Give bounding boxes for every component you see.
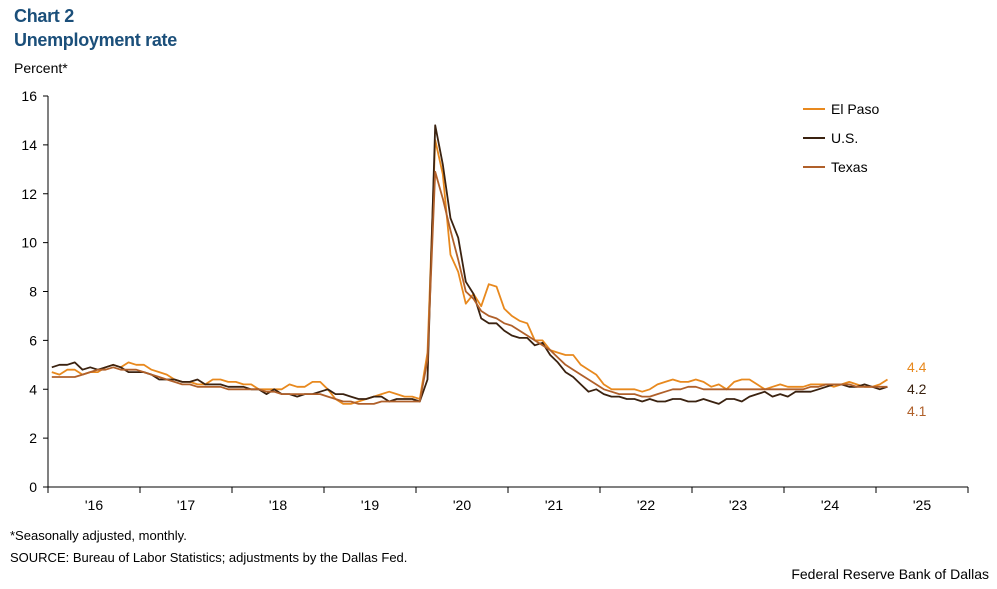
x-tick-label: '25 — [913, 497, 931, 513]
y-tick-label: 8 — [29, 284, 37, 300]
y-axis-label: Percent* — [14, 60, 68, 76]
x-tick-label: '17 — [177, 497, 195, 513]
title-block: Chart 2 Unemployment rate — [14, 4, 177, 52]
chart-title: Unemployment rate — [14, 30, 177, 50]
x-tick-label: '23 — [729, 497, 747, 513]
footnote: *Seasonally adjusted, monthly. — [10, 528, 187, 543]
y-tick-label: 0 — [29, 479, 37, 495]
end-value-label: 4.2 — [907, 381, 927, 397]
x-tick-label: '24 — [821, 497, 839, 513]
x-tick-label: '22 — [637, 497, 655, 513]
legend-label: Texas — [831, 159, 868, 175]
end-value-label: 4.1 — [907, 403, 927, 419]
y-tick-label: 10 — [21, 235, 37, 251]
legend-label: U.S. — [831, 130, 858, 146]
x-tick-label: '20 — [453, 497, 471, 513]
x-tick-label: '18 — [269, 497, 287, 513]
chart-number: Chart 2 — [14, 6, 74, 26]
y-tick-label: 2 — [29, 430, 37, 446]
x-tick-label: '16 — [85, 497, 103, 513]
y-tick-label: 12 — [21, 186, 37, 202]
source-note: SOURCE: Bureau of Labor Statistics; adju… — [10, 550, 408, 565]
y-tick-label: 6 — [29, 332, 37, 348]
y-tick-label: 4 — [29, 381, 37, 397]
y-tick-label: 16 — [21, 88, 37, 104]
series-line-u-s — [51, 124, 888, 405]
end-value-label: 4.4 — [907, 359, 927, 375]
x-tick-label: '19 — [361, 497, 379, 513]
series-line-texas — [51, 170, 888, 405]
x-tick-label: '21 — [545, 497, 563, 513]
credit-line: Federal Reserve Bank of Dallas — [791, 566, 989, 582]
legend-label: El Paso — [831, 101, 879, 117]
y-tick-label: 14 — [21, 137, 37, 153]
series-line-el-paso — [51, 139, 888, 405]
